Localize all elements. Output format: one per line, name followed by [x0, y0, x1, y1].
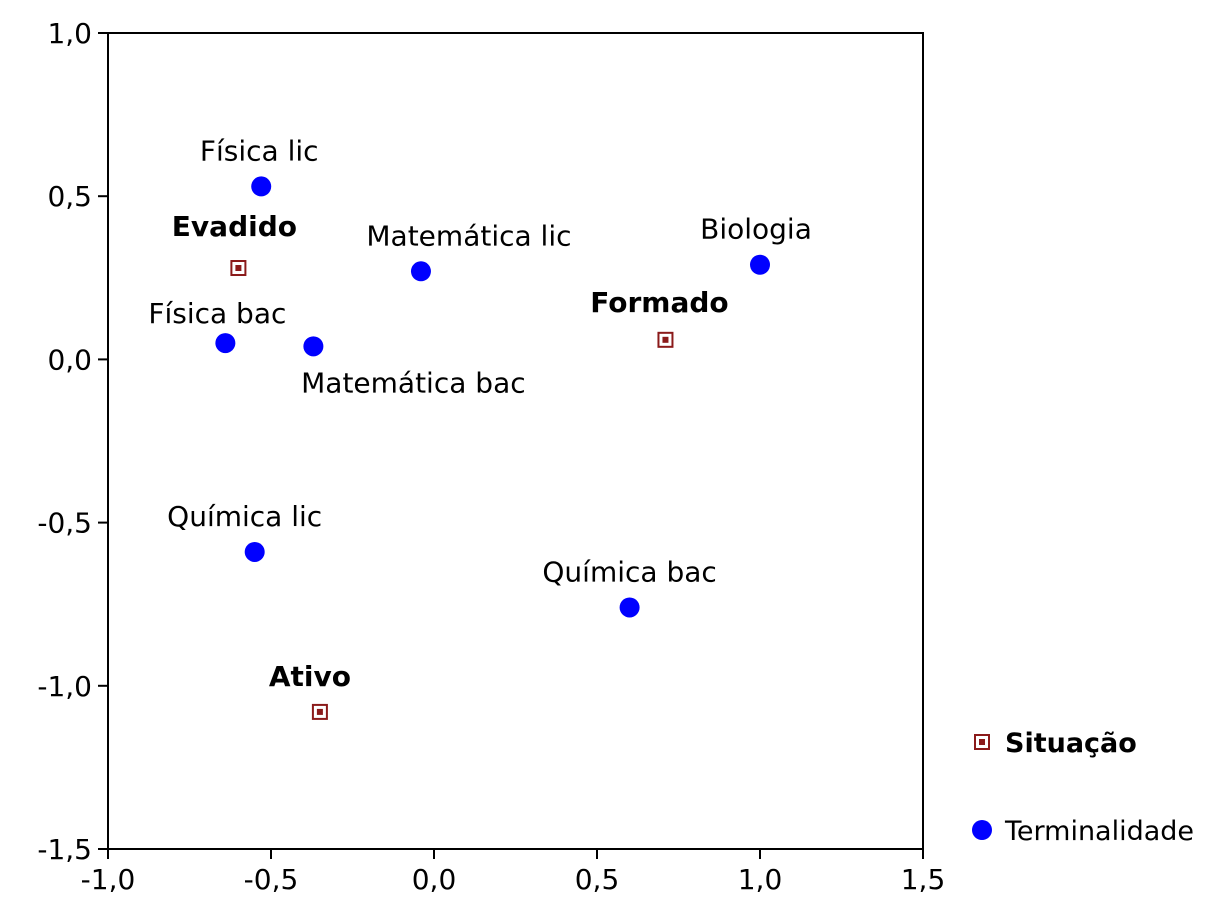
terminalidade-marker — [750, 254, 770, 275]
x-tick-label: -1,0 — [81, 863, 136, 896]
point-label: Matemática lic — [366, 219, 571, 252]
situacao-marker-core — [235, 265, 242, 272]
y-tick-label: 0,0 — [47, 343, 92, 376]
legend: Situação Terminalidade — [972, 728, 1194, 847]
terminalidade-marker — [303, 336, 324, 357]
situacao-marker-core — [316, 708, 323, 715]
terminalidade-marker — [619, 597, 640, 618]
y-tick-label: 1,0 — [47, 17, 92, 50]
legend-label: Terminalidade — [1004, 816, 1194, 847]
point-label: Evadido — [172, 210, 297, 243]
x-tick-label: 0,0 — [412, 863, 457, 896]
terminalidade-marker — [251, 176, 272, 197]
x-tick-label: 0,5 — [575, 863, 620, 896]
plot-frame — [107, 32, 924, 850]
y-tick-label: -0,5 — [37, 507, 92, 540]
point-label: Física lic — [200, 134, 319, 167]
situacao-marker-core — [662, 336, 669, 343]
y-tick-label: -1,0 — [37, 670, 92, 703]
point-label: Formado — [590, 286, 728, 319]
x-tick-label: 1,5 — [901, 863, 946, 896]
point-label: Ativo — [269, 660, 351, 693]
x-tick-label: -0,5 — [244, 863, 299, 896]
axes: -1,5-1,0-0,50,00,51,0-1,0 -0,5 0,0 0,5 1,0 1,… — [37, 17, 945, 896]
y-tick-label: -1,5 — [37, 833, 92, 866]
legend-label: Situação — [1005, 728, 1137, 759]
point-label: Química lic — [167, 500, 322, 533]
legend-circle-icon — [972, 820, 992, 840]
y-tick-label: 0,5 — [47, 180, 92, 213]
x-tick-label: 1,0 — [738, 863, 783, 896]
terminalidade-marker — [410, 261, 431, 282]
terminalidade-marker — [244, 541, 265, 562]
data-points: Evadido Formado Ativo Física lic Física bac M… — [148, 134, 812, 720]
legend-square-icon-core — [979, 739, 985, 745]
point-label: Biologia — [700, 213, 812, 246]
terminalidade-marker — [215, 333, 236, 354]
point-label: Física bac — [148, 297, 286, 330]
point-label: Matemática bac — [301, 366, 526, 399]
point-label: Química bac — [542, 555, 716, 588]
